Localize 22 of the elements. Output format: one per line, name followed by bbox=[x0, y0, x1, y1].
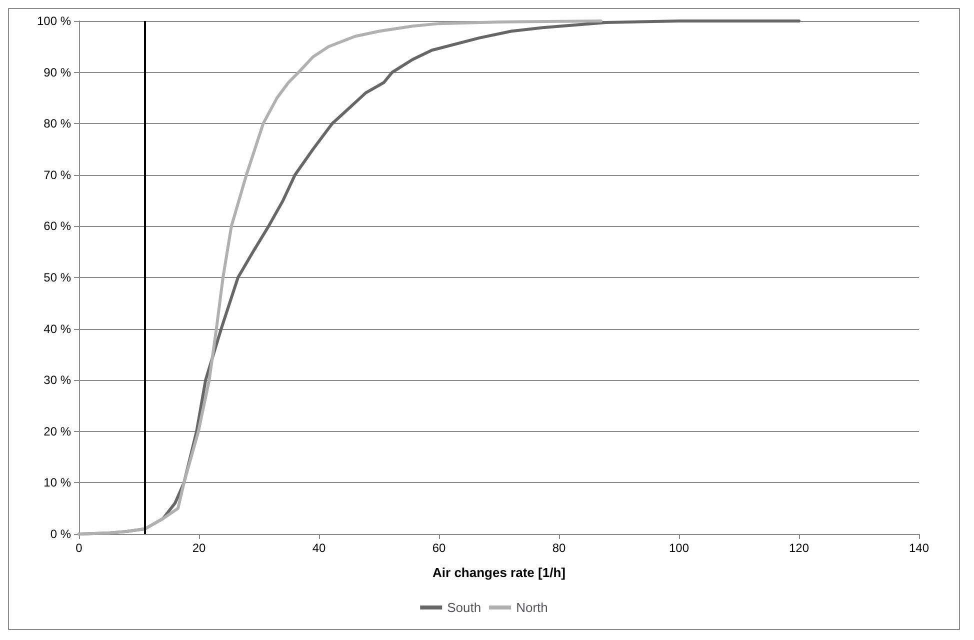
y-tick-label: 90 % bbox=[44, 65, 72, 80]
legend-label: South bbox=[447, 600, 482, 615]
y-tick-label: 80 % bbox=[44, 116, 72, 131]
y-tick-label: 100 % bbox=[36, 14, 72, 28]
x-axis-title: Air changes rate [1/h] bbox=[432, 565, 566, 580]
y-tick-label: 20 % bbox=[44, 424, 72, 438]
x-tick-label: 0 bbox=[76, 541, 83, 555]
x-tick-label: 20 bbox=[192, 541, 206, 555]
y-tick-label: 10 % bbox=[44, 476, 72, 490]
y-tick-label: 70 % bbox=[44, 168, 72, 182]
y-tick-label: 0 % bbox=[50, 527, 72, 541]
y-tick-label: 40 % bbox=[44, 322, 72, 336]
x-tick-label: 60 bbox=[432, 541, 446, 555]
legend-label: North bbox=[516, 600, 548, 615]
x-tick-label: 120 bbox=[788, 541, 810, 555]
y-tick-label: 60 % bbox=[44, 219, 72, 234]
y-tick-label: 50 % bbox=[44, 270, 72, 284]
x-tick-label: 140 bbox=[908, 541, 930, 555]
x-tick-label: 40 bbox=[312, 541, 326, 555]
x-tick-label: 80 bbox=[552, 541, 566, 555]
y-tick-label: 30 % bbox=[44, 373, 72, 388]
x-tick-label: 100 bbox=[668, 541, 690, 555]
